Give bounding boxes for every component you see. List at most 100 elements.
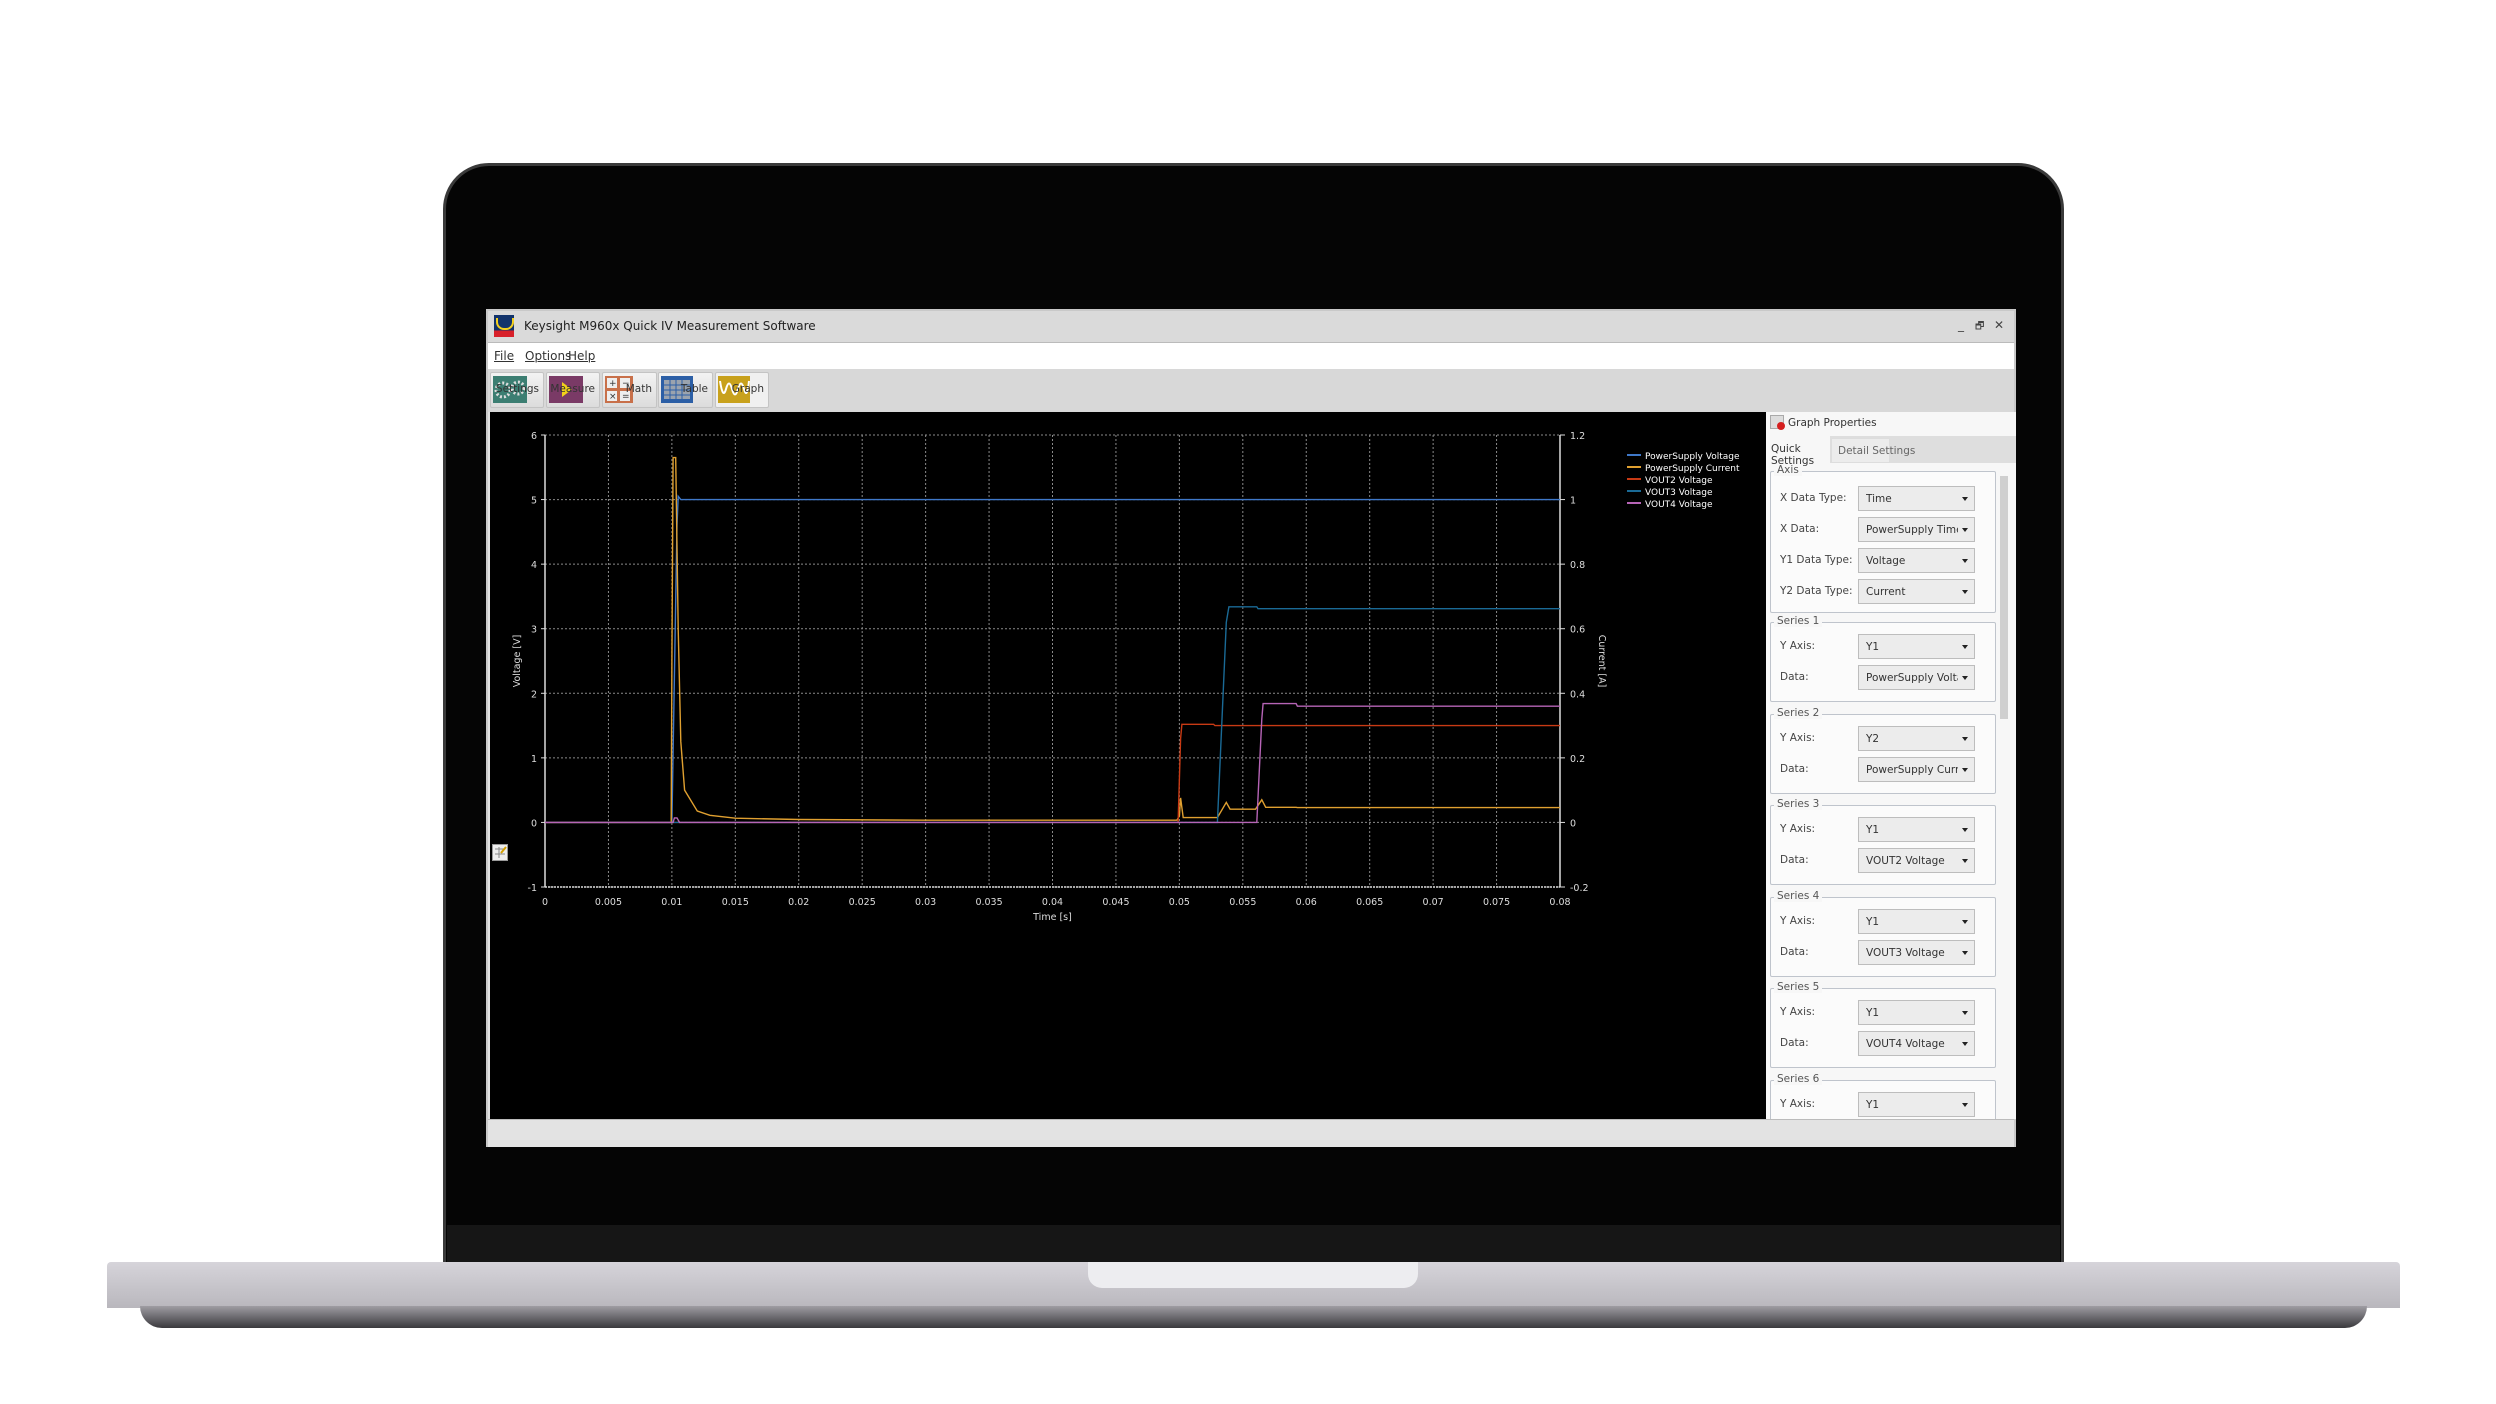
y2-tick-label: 0.8 [1570, 560, 1585, 571]
axis-group-legend: Axis [1774, 464, 1802, 476]
table-label: Table [680, 383, 708, 395]
series-1-y-axis-label: Y Axis: [1780, 640, 1816, 652]
legend-label: VOUT3 Voltage [1645, 488, 1713, 498]
series-2-data-label: Data: [1780, 762, 1809, 775]
iv-chart[interactable]: 0 0.005 0.01 0.015 0.02 0.025 0.03 0.035 0.04 0.0… [490, 412, 1766, 1119]
legend-label: PowerSupply Current [1645, 464, 1740, 474]
x-tick-label: 0.015 [722, 897, 749, 908]
x-data-dropdown[interactable]: PowerSupply Time [1858, 517, 1975, 542]
x-tick-label: 0.06 [1296, 897, 1317, 908]
series-4-y-axis-dropdown[interactable]: Y1 [1858, 908, 1975, 934]
x-tick-label: 0.01 [661, 897, 682, 908]
toolbar: Settings Measure + − × = Math Table Graph [488, 369, 2014, 412]
series-5-legend: Series 5 [1774, 981, 1823, 993]
chevron-down-icon [1962, 859, 1968, 863]
series-1-data-dropdown[interactable]: PowerSupply Voltage [1858, 665, 1975, 690]
math-label: Math [625, 383, 652, 395]
graph-area: 0 0.005 0.01 0.015 0.02 0.025 0.03 0.035 0.04 0.0… [490, 412, 1766, 1119]
measure-button[interactable]: Measure [546, 372, 600, 408]
x-tick-label: 0.005 [595, 897, 622, 908]
series-1-legend: Series 1 [1774, 615, 1823, 627]
chart-edit-icon[interactable] [492, 844, 508, 861]
x-data-label: X Data: [1780, 523, 1820, 535]
menu-help[interactable]: Help [568, 349, 596, 363]
series-4-data-dropdown[interactable]: VOUT3 Voltage [1858, 939, 1975, 965]
x-tick-label: 0.02 [788, 897, 809, 908]
series-6-y-axis-dropdown[interactable]: Y1 [1858, 1091, 1975, 1117]
chevron-down-icon [1962, 676, 1968, 680]
y2-data-type-label: Y2 Data Type: [1780, 585, 1853, 597]
measure-label: Measure [550, 383, 595, 395]
y2-tick-label: 0.2 [1570, 754, 1585, 765]
svg-text:+: + [609, 379, 617, 389]
menu-file[interactable]: File [494, 349, 515, 363]
settings-label: Settings [495, 383, 539, 395]
chevron-down-icon [1962, 590, 1968, 594]
restore-button[interactable]: 🗗 [1975, 321, 1985, 332]
tab-quick-settings[interactable]: Quick Settings [1766, 436, 1830, 467]
series-2-data-dropdown[interactable]: PowerSupply Current [1858, 756, 1975, 782]
settings-button[interactable]: Settings [490, 372, 544, 408]
series-2-y-axis-dropdown[interactable]: Y2 [1858, 725, 1975, 751]
legend-label: VOUT2 Voltage [1645, 476, 1713, 486]
y-axis-title: Voltage [V] [512, 635, 523, 688]
graph-label: Graph [731, 383, 764, 395]
series-3-y-axis-dropdown[interactable]: Y1 [1858, 817, 1975, 842]
minimize-button[interactable]: _ [1958, 318, 1964, 332]
x-tick-label: 0.055 [1229, 897, 1256, 908]
laptop-base-bottom [140, 1306, 2367, 1328]
y1-data-type-dropdown[interactable]: Voltage [1858, 548, 1975, 573]
math-button[interactable]: + − × = Math [602, 372, 657, 408]
series-3-data-label: Data: [1780, 854, 1809, 866]
graph-button[interactable]: Graph [715, 372, 769, 408]
y-tick-label: 4 [531, 560, 537, 571]
x-data-type-dropdown[interactable]: Time [1858, 486, 1975, 511]
x-tick-label: 0.075 [1483, 897, 1510, 908]
x-tick-label: 0.03 [915, 897, 936, 908]
table-button[interactable]: Table [658, 372, 713, 408]
svg-text:=: = [622, 392, 630, 402]
x-axis-title: Time [s] [1032, 912, 1072, 923]
app-window: Keysight M960x Quick IV Measurement Soft… [486, 309, 2016, 1147]
y-tick-label: 3 [531, 625, 537, 636]
chevron-down-icon [1962, 528, 1968, 532]
series-5-data-dropdown[interactable]: VOUT4 Voltage [1858, 1031, 1975, 1056]
x-tick-label: 0.07 [1423, 897, 1444, 908]
laptop-bezel-chin [447, 1225, 2060, 1267]
series-5-y-axis-dropdown[interactable]: Y1 [1858, 1000, 1975, 1025]
window-title: Keysight M960x Quick IV Measurement Soft… [524, 319, 816, 333]
y-tick-label: -1 [528, 883, 537, 894]
x-tick-label: 0.04 [1042, 897, 1063, 908]
chevron-down-icon [1962, 1102, 1968, 1107]
y1-data-type-label: Y1 Data Type: [1780, 554, 1853, 566]
menu-options[interactable]: Options [525, 349, 572, 363]
series-4-legend: Series 4 [1774, 889, 1823, 902]
series-1-data-label: Data: [1780, 671, 1809, 683]
chevron-down-icon [1962, 1011, 1968, 1015]
x-data-type-label: X Data Type: [1780, 492, 1847, 504]
chevron-down-icon [1962, 559, 1968, 563]
chevron-down-icon [1962, 950, 1968, 955]
series-1-y-axis-dropdown[interactable]: Y1 [1858, 634, 1975, 659]
menu-bar: File Options Help [488, 343, 2014, 369]
legend-label: PowerSupply Voltage [1645, 452, 1740, 462]
series-line-vout4-voltage [545, 702, 1560, 824]
x-tick-label: 0.045 [1102, 897, 1129, 908]
close-button[interactable]: ✕ [1994, 318, 2005, 332]
y-tick-label: 0 [531, 818, 537, 829]
gears-icon [493, 376, 527, 403]
series-5-data-label: Data: [1780, 1037, 1809, 1049]
series-3-legend: Series 3 [1774, 798, 1823, 810]
series-3-data-dropdown[interactable]: VOUT2 Voltage [1858, 848, 1975, 873]
panel-title: Graph Properties [1788, 417, 1877, 429]
y2-tick-label: 1.2 [1570, 431, 1585, 442]
x-tick-label: 0.025 [849, 897, 876, 908]
tab-detail-settings[interactable]: Detail Settings [1831, 438, 1915, 463]
x-tick-label: 0.065 [1356, 897, 1383, 908]
y2-tick-label: 0 [1570, 818, 1576, 829]
sine-wave-icon [718, 376, 750, 403]
series-4-data-label: Data: [1780, 945, 1809, 958]
y2-data-type-dropdown[interactable]: Current [1858, 579, 1975, 604]
panel-scrollbar-thumb[interactable] [2000, 476, 2008, 719]
chevron-down-icon [1962, 497, 1968, 501]
